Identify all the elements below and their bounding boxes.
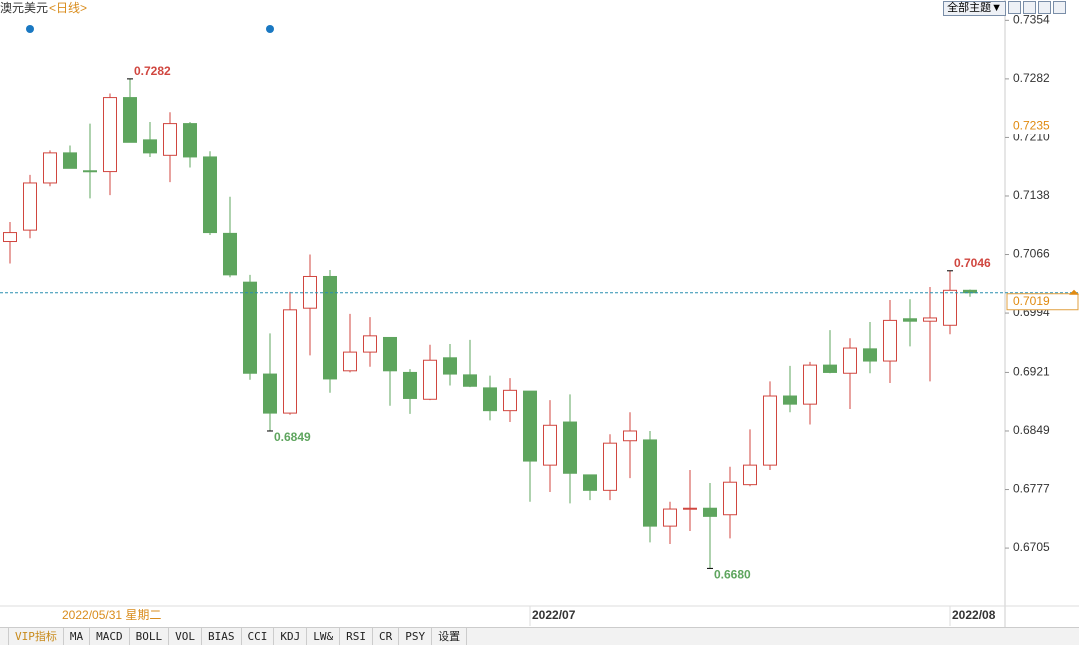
candle-body (523, 390, 537, 462)
candle-body (3, 232, 17, 243)
y-tick-label: 0.7354 (1013, 13, 1050, 27)
annotation-label: 0.7046 (954, 256, 991, 270)
candle-body (823, 364, 837, 373)
candle-body (123, 97, 137, 143)
tab[interactable]: CCI (242, 628, 275, 645)
candle-body (483, 387, 497, 412)
tab[interactable]: PSY (399, 628, 433, 645)
candle-body (223, 232, 237, 276)
candle-body (583, 474, 597, 491)
x-tick-label: 2022/07 (532, 608, 576, 622)
theme-button[interactable]: 全部主题▼ (943, 1, 1006, 16)
candle-body (623, 430, 637, 442)
annotation-label: 0.6849 (274, 430, 311, 444)
candle-body (183, 123, 197, 158)
candle-body (383, 336, 397, 372)
candle-body (783, 395, 797, 405)
chart: 澳元美元 <日线> 2022/05/31 星期二 0.7354 0.7282 0.7… (0, 0, 1079, 627)
y-tick-label: 0.6705 (1013, 540, 1050, 554)
candle-body (343, 351, 357, 372)
tab[interactable]: BIAS (202, 628, 242, 645)
tab[interactable]: RSI (340, 628, 373, 645)
candle-body (363, 335, 377, 353)
chart-title: 澳元美元 (0, 1, 48, 15)
chart-subtitle: <日线> (49, 1, 87, 15)
candle-body (943, 289, 957, 326)
candle-body (643, 439, 657, 527)
candle-body (663, 508, 677, 527)
y-tick-label: 0.6921 (1013, 365, 1050, 379)
tab[interactable]: LW& (307, 628, 341, 645)
candle-body (683, 507, 697, 510)
y-tick-label: 0.7282 (1013, 71, 1050, 85)
tab[interactable]: CR (373, 628, 400, 645)
y-tick-label: 0.6777 (1013, 482, 1050, 496)
candle-body (883, 319, 897, 362)
candle-body (503, 389, 517, 412)
candle-body (323, 275, 337, 380)
last-price-label: 0.7019 (1013, 294, 1050, 308)
candle-body (143, 139, 157, 154)
candle-body (863, 348, 877, 362)
candle-body (103, 97, 117, 173)
icon-button[interactable] (1008, 1, 1021, 14)
annotation-label: 0.6680 (714, 568, 751, 582)
tab[interactable]: MA (64, 628, 91, 645)
candle-body (923, 317, 937, 322)
candle-body (703, 507, 717, 517)
reference-price-box (1007, 118, 1078, 135)
candle-body (403, 371, 417, 399)
tab[interactable]: MACD (90, 628, 130, 645)
indicator-tabs: VIP指标 MA MACD BOLL VOL BIAS CCI KDJ LW& RSI CR PSY 设… (0, 627, 1079, 645)
candle-body (543, 424, 557, 466)
candle-body (743, 464, 757, 486)
y-tick-label: 0.6849 (1013, 423, 1050, 437)
candle-body (563, 421, 577, 474)
icon-button[interactable] (1053, 1, 1066, 14)
toolbar: 全部主题▼ (943, 1, 1066, 16)
y-tick-label: 0.7066 (1013, 247, 1050, 261)
candle-body (43, 152, 57, 184)
candle-body (803, 364, 817, 405)
tab[interactable]: BOLL (130, 628, 170, 645)
y-tick-label: 0.7138 (1013, 188, 1050, 202)
candle-body (163, 123, 177, 156)
tab[interactable]: VOL (169, 628, 202, 645)
candle-body (723, 481, 737, 516)
candle-body (63, 152, 77, 169)
candle-body (423, 359, 437, 400)
candle-body (283, 309, 297, 414)
candle-body (463, 374, 477, 387)
icon-button[interactable] (1023, 1, 1036, 14)
candle-body (603, 442, 617, 491)
event-marker[interactable] (266, 25, 274, 33)
last-price-box (1006, 293, 1079, 311)
annotation-label: 0.7282 (134, 64, 171, 78)
candle-body (843, 347, 857, 374)
candle-body (763, 395, 777, 466)
candle-body (903, 318, 917, 322)
cursor-date: 2022/05/31 星期二 (62, 608, 161, 622)
candle-body (23, 182, 37, 231)
event-marker[interactable] (26, 25, 34, 33)
last-price-arrow (1069, 289, 1079, 295)
candle-body (83, 170, 97, 173)
candle-body (443, 357, 457, 375)
tab[interactable]: 设置 (432, 628, 468, 645)
candle-body (243, 281, 257, 374)
icon-button[interactable] (1038, 1, 1051, 14)
x-tick-label: 2022/08 (952, 608, 996, 622)
candle-body (263, 373, 277, 414)
candle-body (203, 156, 217, 234)
reference-price-label: 0.7235 (1013, 118, 1050, 132)
tab[interactable]: VIP指标 (8, 628, 64, 645)
tab[interactable]: KDJ (274, 628, 308, 645)
